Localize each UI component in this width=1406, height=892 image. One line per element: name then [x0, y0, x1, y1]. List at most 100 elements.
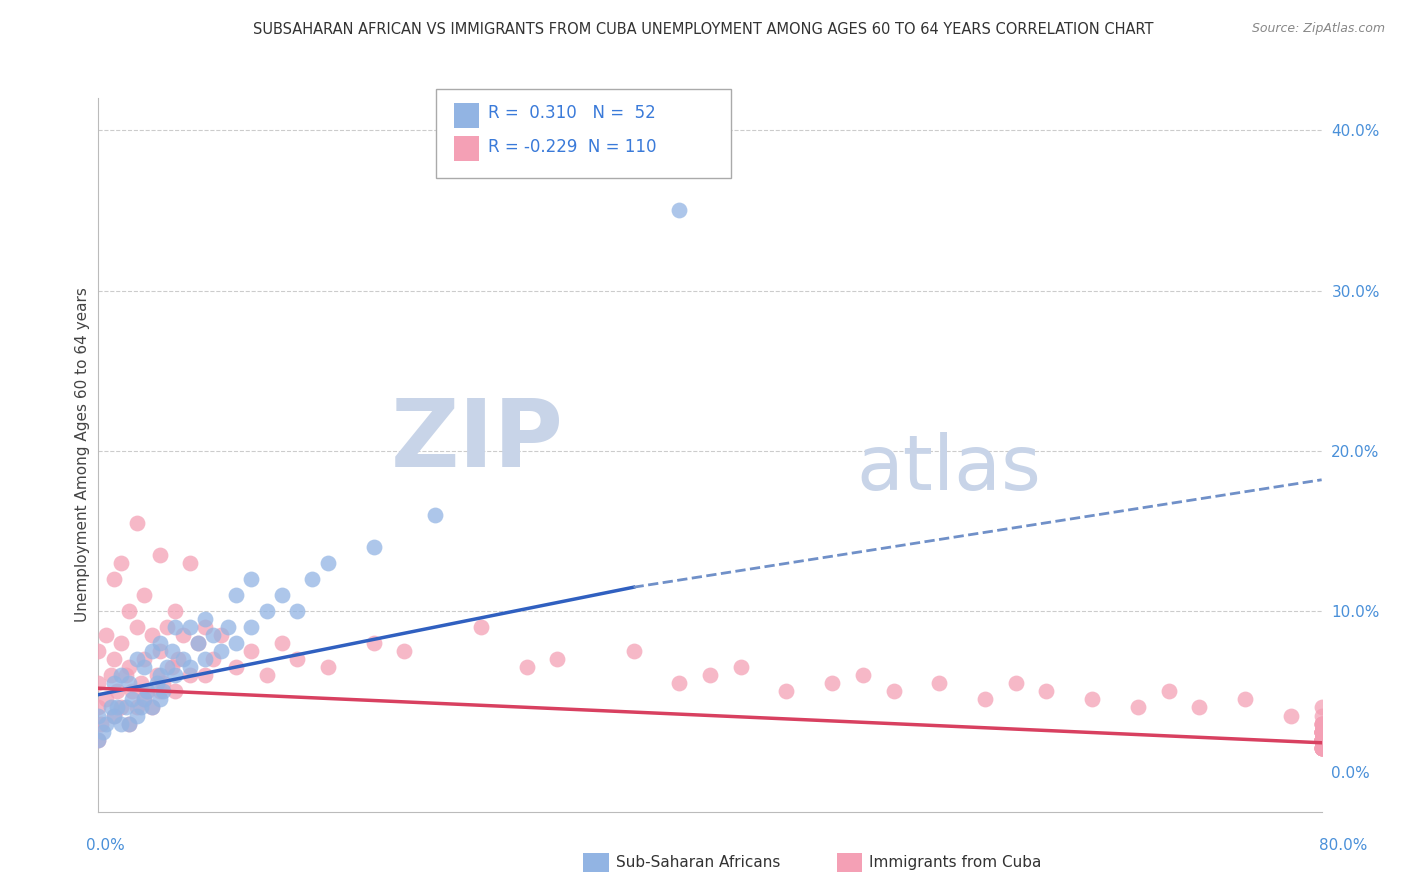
Point [121, 684, 143, 698]
Point [172, 652, 194, 666]
Point [1310, 732, 1333, 747]
Text: 0.0%: 0.0% [86, 838, 125, 853]
Point [1310, 700, 1333, 714]
Point [179, 556, 201, 570]
Point [134, 692, 156, 706]
Point [118, 716, 141, 731]
Point [821, 676, 844, 690]
Point [1310, 732, 1333, 747]
Point [136, 684, 159, 698]
Point [1310, 740, 1333, 755]
Point [121, 692, 143, 706]
Point [546, 652, 568, 666]
Point [225, 588, 247, 602]
Point [179, 620, 201, 634]
Point [87, 732, 110, 747]
Point [470, 620, 492, 634]
Point [125, 620, 148, 634]
Point [1310, 724, 1333, 739]
Point [156, 660, 179, 674]
Point [1310, 732, 1333, 747]
Point [1310, 724, 1333, 739]
Point [100, 668, 122, 682]
Point [194, 612, 217, 626]
Point [134, 652, 156, 666]
Point [115, 668, 138, 682]
Point [194, 668, 217, 682]
Point [270, 636, 292, 650]
Point [149, 644, 172, 658]
Point [179, 668, 201, 682]
Point [1310, 724, 1333, 739]
Point [187, 636, 209, 650]
Point [149, 636, 172, 650]
Point [1310, 732, 1333, 747]
Point [516, 660, 538, 674]
Point [1310, 724, 1333, 739]
Point [141, 628, 163, 642]
Point [240, 644, 263, 658]
Point [110, 556, 132, 570]
Point [141, 644, 163, 658]
Point [240, 620, 263, 634]
Point [136, 684, 159, 698]
Point [285, 604, 308, 618]
Point [110, 700, 132, 714]
Point [1310, 724, 1333, 739]
Point [94, 716, 117, 731]
Point [141, 700, 163, 714]
Point [423, 508, 446, 522]
Point [141, 700, 163, 714]
Point [194, 620, 217, 634]
Point [152, 684, 174, 698]
Point [1310, 732, 1333, 747]
Point [668, 203, 690, 218]
Point [270, 588, 292, 602]
Point [1310, 740, 1333, 755]
Point [105, 700, 128, 714]
Point [1310, 724, 1333, 739]
Point [1310, 740, 1333, 755]
Point [110, 668, 132, 682]
Point [392, 644, 416, 658]
Point [125, 708, 148, 723]
Point [623, 644, 645, 658]
Point [1310, 740, 1333, 755]
Text: R = -0.229  N = 110: R = -0.229 N = 110 [488, 138, 657, 156]
Point [179, 660, 201, 674]
Point [1310, 732, 1333, 747]
Point [103, 708, 125, 723]
Point [202, 628, 225, 642]
Point [316, 660, 339, 674]
Point [1081, 692, 1104, 706]
Point [87, 732, 110, 747]
Point [163, 684, 186, 698]
Point [1279, 708, 1302, 723]
Point [129, 676, 152, 690]
Point [187, 636, 209, 650]
Point [1310, 716, 1333, 731]
Point [256, 668, 278, 682]
Point [134, 660, 156, 674]
Point [90, 716, 112, 731]
Point [974, 692, 997, 706]
Point [1310, 732, 1333, 747]
Point [149, 668, 172, 682]
Point [363, 540, 385, 554]
Point [1310, 716, 1333, 731]
Point [668, 676, 690, 690]
Point [103, 652, 125, 666]
Point [129, 700, 152, 714]
Point [149, 684, 172, 698]
Point [1128, 700, 1150, 714]
Point [145, 668, 167, 682]
Point [1310, 716, 1333, 731]
Point [194, 652, 217, 666]
Point [225, 636, 247, 650]
Text: SUBSAHARAN AFRICAN VS IMMIGRANTS FROM CUBA UNEMPLOYMENT AMONG AGES 60 TO 64 YEAR: SUBSAHARAN AFRICAN VS IMMIGRANTS FROM CU… [253, 22, 1153, 37]
Point [1310, 732, 1333, 747]
Text: ZIP: ZIP [391, 394, 564, 487]
Point [87, 700, 110, 714]
Point [699, 668, 721, 682]
Point [1310, 740, 1333, 755]
